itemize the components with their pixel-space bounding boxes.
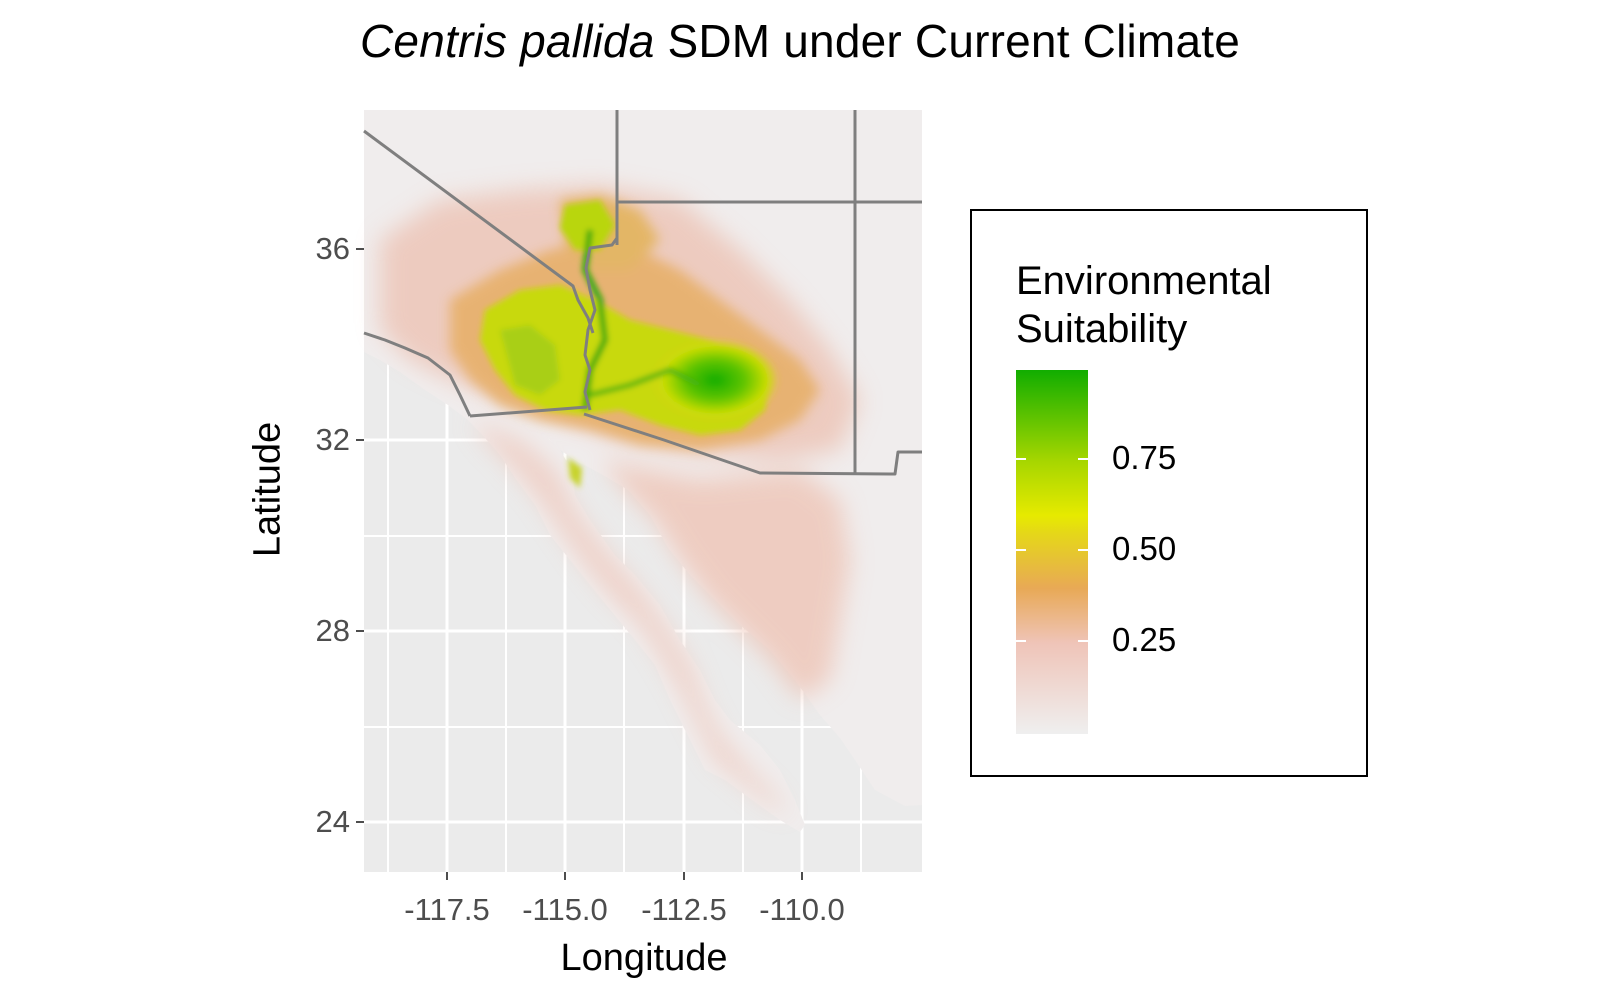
suitability-low-baja	[470, 420, 790, 815]
borders	[363, 110, 922, 476]
legend-tick-left	[1016, 640, 1026, 642]
legend-label: 0.50	[1112, 530, 1177, 567]
x-axis-title: Longitude	[560, 937, 728, 979]
x-tick-label: -115.0	[522, 892, 608, 927]
x-ticks	[446, 872, 803, 880]
legend-tick-right	[1078, 458, 1088, 460]
x-tick-label: -117.5	[404, 892, 490, 927]
border-pacific-coast	[363, 331, 472, 417]
border-nv-az	[583, 237, 619, 411]
chart-title: Centris pallida SDM under Current Climat…	[0, 14, 1600, 68]
legend-colorbar	[1016, 370, 1088, 734]
suitability-yellow-north	[560, 200, 615, 250]
suitability-low-sonora	[600, 460, 850, 700]
suitability-hotspot	[650, 338, 780, 422]
title-rest: SDM under Current Climate	[667, 15, 1240, 67]
x-tick-label: -112.5	[641, 892, 727, 927]
legend-label: 0.75	[1112, 439, 1177, 476]
border-us-mexico-az	[583, 412, 922, 476]
suitability-gila-river	[589, 367, 702, 398]
legend-title-line-1: Environmental	[1016, 259, 1272, 303]
legend-tick-right	[1078, 640, 1088, 642]
border-us-mexico-ca	[469, 405, 588, 418]
legend-tick-left	[1016, 458, 1026, 460]
legend-title-line-2: Suitability	[1016, 307, 1188, 351]
y-ticks	[356, 248, 364, 823]
legend-label: 0.25	[1112, 621, 1177, 658]
legend-tick-right	[1078, 549, 1088, 551]
x-tick-label: -110.0	[759, 892, 845, 927]
y-tick-label: 36	[315, 231, 350, 266]
y-tick-label: 28	[315, 613, 350, 648]
legend-title: Environmental Suitability	[1016, 257, 1356, 353]
legend-tick-left	[1016, 549, 1026, 551]
y-axis-title: Latitude	[246, 421, 289, 558]
y-tick-label: 24	[315, 804, 350, 839]
suitability-salton-trough	[500, 325, 560, 395]
title-species: Centris pallida	[360, 15, 655, 67]
suitability-gulf-tip	[568, 458, 582, 488]
suitability-raster	[364, 110, 922, 832]
legend: Environmental Suitability 0.75 0.50 0.25	[970, 209, 1368, 777]
y-tick-label: 32	[315, 422, 350, 457]
